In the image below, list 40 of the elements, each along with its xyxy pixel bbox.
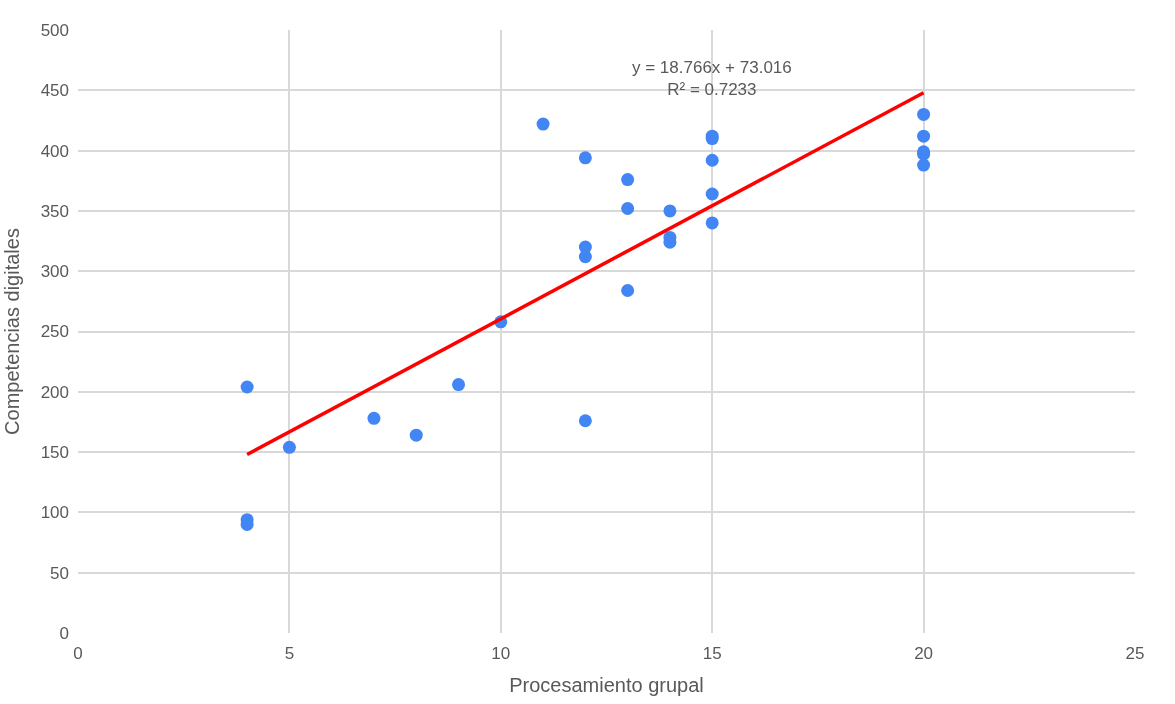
point bbox=[536, 117, 550, 131]
point bbox=[621, 173, 635, 187]
point bbox=[663, 204, 677, 218]
x-tick-label: 25 bbox=[1125, 644, 1145, 663]
y-tick-label: 150 bbox=[40, 443, 69, 463]
y-axis-title: Competencias digitales bbox=[1, 228, 24, 435]
point bbox=[705, 153, 719, 167]
point bbox=[578, 151, 592, 165]
x-tick-label: 5 bbox=[284, 644, 295, 663]
y-tick-label: 200 bbox=[40, 382, 69, 402]
point bbox=[367, 411, 381, 425]
point bbox=[705, 187, 719, 201]
y-tick-label: 250 bbox=[40, 322, 69, 342]
y-tick-label: 300 bbox=[40, 262, 69, 282]
point bbox=[917, 129, 931, 143]
x-tick-label: 0 bbox=[73, 644, 83, 663]
x-tick-label: 20 bbox=[914, 644, 934, 663]
y-tick-label: 500 bbox=[40, 20, 69, 40]
y-tick-label: 50 bbox=[50, 563, 69, 583]
x-tick-label: 15 bbox=[702, 644, 722, 663]
y-tick-label: 450 bbox=[40, 81, 69, 101]
x-axis-title: Procesamiento grupal bbox=[509, 673, 704, 696]
point bbox=[409, 428, 423, 442]
y-tick-label: 400 bbox=[40, 141, 69, 161]
y-tick-label: 0 bbox=[59, 623, 69, 643]
point bbox=[578, 414, 592, 428]
point bbox=[282, 440, 296, 454]
point bbox=[240, 380, 254, 394]
point bbox=[452, 378, 466, 392]
annotation: y = 18.766x + 73.016 bbox=[632, 58, 792, 77]
point bbox=[705, 216, 719, 230]
y-tick-label: 350 bbox=[40, 201, 69, 221]
point bbox=[917, 107, 931, 121]
annotation: R² = 0.7233 bbox=[667, 80, 757, 100]
point bbox=[917, 158, 931, 172]
y-tick-label: 100 bbox=[40, 503, 69, 523]
point bbox=[621, 284, 635, 297]
x-tick-label: 10 bbox=[491, 644, 511, 663]
point bbox=[621, 201, 635, 215]
point bbox=[578, 250, 592, 264]
